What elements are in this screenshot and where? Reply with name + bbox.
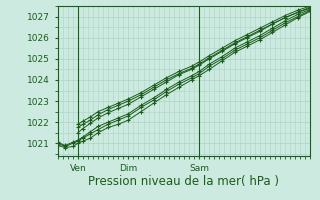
X-axis label: Pression niveau de la mer( hPa ): Pression niveau de la mer( hPa ) <box>89 175 279 188</box>
